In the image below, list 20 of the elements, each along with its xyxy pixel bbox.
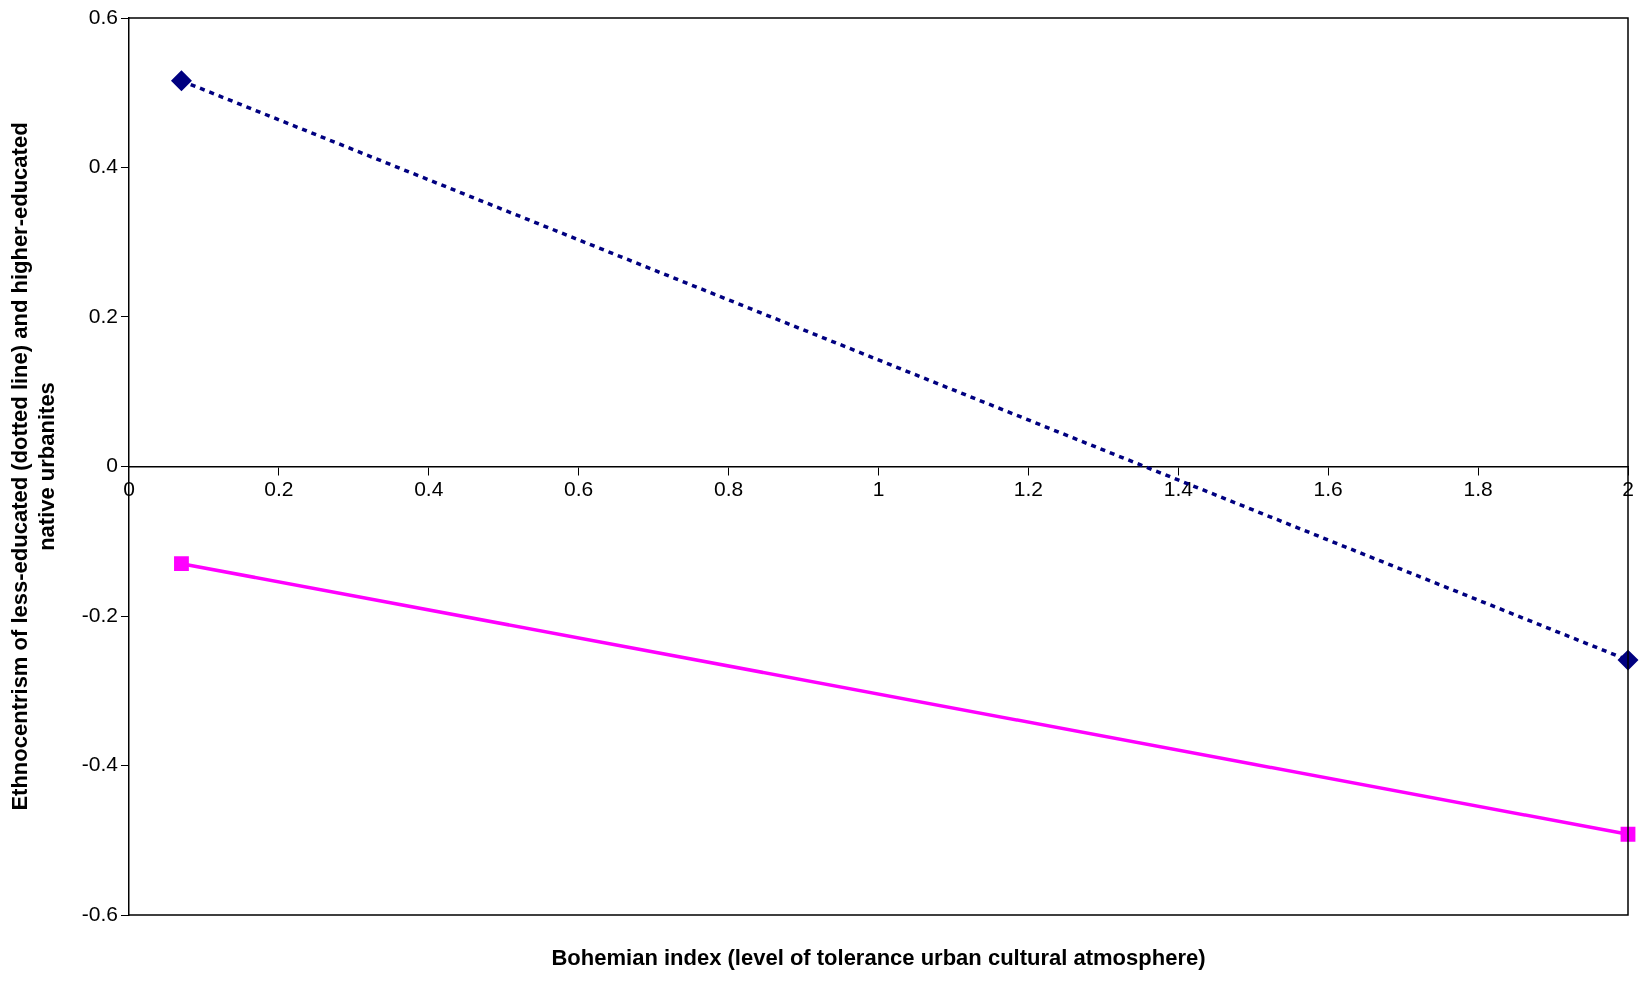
y-tick-label: -0.6 bbox=[81, 901, 118, 925]
y-tick-label: 0 bbox=[106, 453, 118, 477]
x-tick-label: 0.2 bbox=[264, 476, 294, 500]
x-axis-title: Bohemian index (level of tolerance urban cultural atmosphere) bbox=[551, 945, 1206, 971]
y-tick-label: -0.4 bbox=[81, 752, 119, 776]
x-tick-label: 1.6 bbox=[1313, 476, 1343, 500]
y-tick-label: 0.6 bbox=[88, 4, 118, 28]
x-tick-label: 0.6 bbox=[564, 476, 594, 500]
x-tick-label: 1.2 bbox=[1013, 476, 1043, 500]
x-tick-label: 0.8 bbox=[713, 476, 744, 500]
x-tick-label: 0.4 bbox=[414, 476, 444, 500]
y-tick-label: -0.2 bbox=[81, 602, 118, 626]
y-tick-label: 0.4 bbox=[88, 154, 119, 178]
point bbox=[174, 556, 189, 572]
x-tick-label: 1 bbox=[872, 476, 885, 500]
x-tick-label: 1.8 bbox=[1463, 476, 1493, 500]
y-tick-label: 0.2 bbox=[88, 303, 118, 327]
point bbox=[171, 71, 192, 91]
x-tick-label: 1.4 bbox=[1163, 476, 1194, 500]
y-axis-title: Ethnocentrism of less-educated (dotted line) and higher-educated native urbanites bbox=[7, 122, 59, 811]
